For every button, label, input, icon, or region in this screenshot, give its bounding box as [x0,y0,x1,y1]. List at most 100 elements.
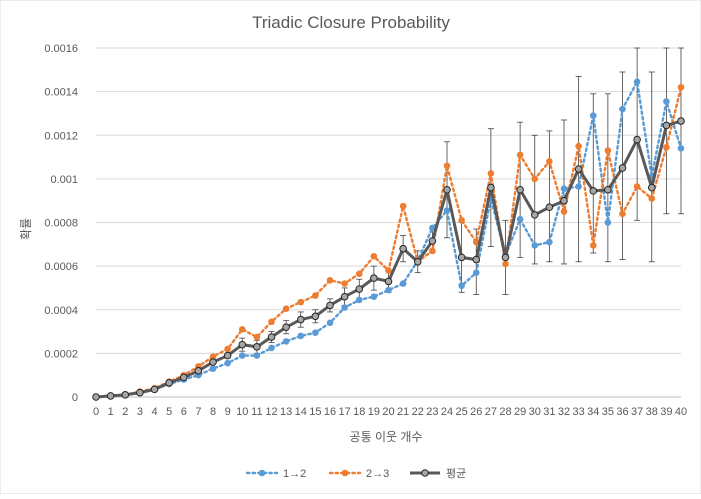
data-point [560,196,568,205]
data-point [662,121,671,130]
data-point [604,219,612,226]
data-point [546,238,553,246]
data-point [531,175,539,183]
y-tick-labels: 0 0.0002 0.0004 0.0006 0.0008 0.001 0.0012 0.00… [44,43,78,404]
data-point [619,105,626,113]
data-point [472,255,481,264]
data-point [429,247,436,255]
data-point [633,135,641,144]
x-tick-label: 23 [426,406,438,418]
x-tick-label: 1 [108,406,114,418]
legend-marker [258,469,266,477]
x-tick-label: 14 [295,406,307,418]
data-point [238,326,246,333]
x-tick-label: 25 [456,406,468,418]
data-point [472,238,480,246]
data-point [589,242,597,249]
x-tick-label: 34 [587,406,599,418]
data-point [268,344,275,352]
x-tick-label: 2 [122,406,128,418]
data-point [516,215,524,223]
data-point [677,83,685,91]
x-tick-label: 20 [382,406,394,418]
y-tick-label: 0.0014 [44,87,78,99]
data-point [560,185,568,192]
data-point [443,162,451,170]
data-point [209,365,217,372]
data-point [457,253,466,262]
data-point [531,242,539,249]
data-point [429,224,436,232]
data-point [545,203,554,212]
data-point [501,253,510,262]
data-point [136,388,144,397]
x-tick-label: 37 [631,406,643,418]
data-point [574,165,583,173]
data-point [370,293,378,300]
data-point [399,202,407,210]
data-point [575,183,582,190]
data-point [355,296,363,304]
data-point [604,147,612,154]
data-point [238,352,246,359]
x-tick-label: 18 [353,406,365,418]
data-point [413,257,422,266]
x-tick-label: 29 [514,406,526,418]
x-tick-label: 31 [543,406,555,418]
data-point [618,164,627,172]
data-point [311,312,320,321]
data-point [296,315,305,324]
data-point [268,318,275,326]
data-point [633,183,641,190]
data-point [341,304,348,311]
data-point [370,253,378,260]
x-tick-label: 36 [616,406,628,418]
x-tick-label: 33 [573,406,585,418]
legend-label: 1→2 [283,468,306,480]
data-point [516,185,524,194]
data-point [604,185,612,194]
x-tick-label: 0 [93,406,99,418]
data-point [385,286,392,294]
data-point [326,277,334,284]
series-layer [92,78,685,401]
x-tick-label: 38 [646,406,658,418]
data-point [224,345,231,353]
data-point [399,280,407,287]
data-point [443,207,451,214]
data-point [297,332,305,340]
x-tick-label: 30 [529,406,541,418]
series-line [94,80,683,399]
data-point [209,353,217,360]
x-tick-label: 21 [397,406,409,418]
legend-item: 평균 [410,467,466,480]
data-point [648,195,656,202]
legend-item: 1→2 [245,468,306,480]
data-point [224,359,231,367]
legend-marker [421,469,429,477]
data-point [619,210,626,218]
data-point [647,183,656,192]
x-tick-label: 10 [236,406,248,418]
data-point [209,358,217,366]
y-tick-label: 0.0004 [44,305,78,317]
x-tick-label: 4 [151,406,157,418]
legend-marker [341,469,349,477]
y-tick-label: 0.0002 [44,348,78,360]
x-tick-label: 32 [558,406,570,418]
data-point [370,274,378,282]
y-tick-label: 0.0006 [44,261,78,273]
x-tick-label: 15 [309,406,321,418]
x-tick-label: 5 [166,406,172,418]
data-point [253,343,261,351]
y-tick-label: 0.0016 [44,43,78,55]
data-point [282,338,290,345]
data-point [663,98,670,105]
data-point [165,379,173,387]
x-tick-label: 19 [368,406,380,418]
grid-layer [96,47,681,398]
data-point [238,340,247,349]
